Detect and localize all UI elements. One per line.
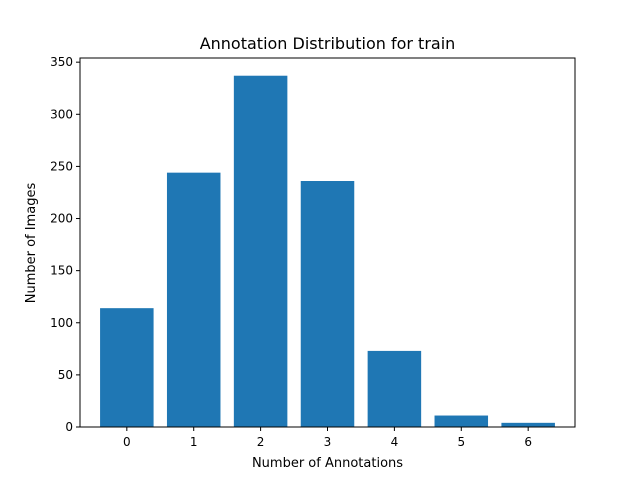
bar-2 bbox=[233, 75, 288, 427]
y-tick-label: 50 bbox=[58, 368, 73, 382]
y-tick-label: 150 bbox=[50, 264, 73, 278]
x-tick-label: 3 bbox=[324, 435, 332, 449]
axes-layer: 0 1 2 3 4 5 6 0 50 100 150 200 250 300 350 bbox=[50, 55, 576, 449]
bars-layer bbox=[100, 75, 555, 427]
bar-3 bbox=[300, 181, 355, 427]
x-tick-label: 4 bbox=[391, 435, 399, 449]
x-tick-label: 6 bbox=[524, 435, 532, 449]
y-tick-label: 300 bbox=[50, 107, 73, 121]
x-tick-label: 5 bbox=[457, 435, 465, 449]
y-tick-label: 250 bbox=[50, 159, 73, 173]
y-tick-label: 350 bbox=[50, 55, 73, 69]
bar-5 bbox=[434, 415, 489, 427]
chart-title: Annotation Distribution for train bbox=[200, 34, 456, 53]
y-axis-label: Number of Images bbox=[24, 183, 39, 304]
x-axis-label: Number of Annotations bbox=[252, 456, 403, 471]
y-tick-label: 0 bbox=[65, 420, 73, 434]
bar-1 bbox=[166, 172, 221, 427]
x-tick-label: 0 bbox=[123, 435, 131, 449]
bar-6 bbox=[501, 422, 555, 427]
x-tick-label: 1 bbox=[190, 435, 198, 449]
y-tick-label: 200 bbox=[50, 212, 73, 226]
x-tick-label: 2 bbox=[257, 435, 265, 449]
bar-4 bbox=[367, 350, 422, 427]
bar-0 bbox=[100, 308, 154, 427]
y-tick-label: 100 bbox=[50, 316, 73, 330]
